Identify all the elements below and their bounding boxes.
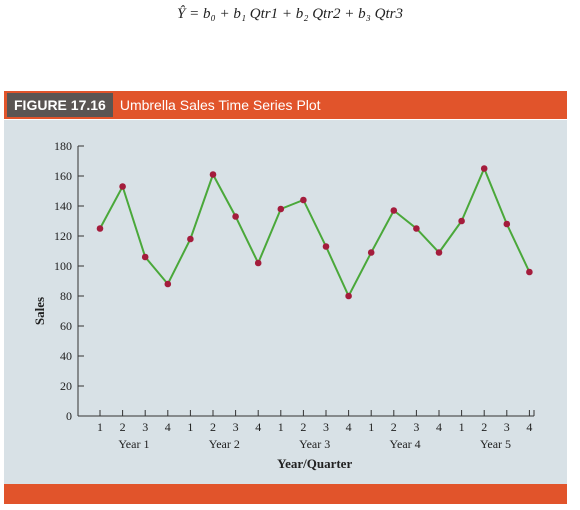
data-point — [300, 196, 307, 204]
x-tick-label: 3 — [323, 420, 329, 434]
x-tick-label: 1 — [459, 420, 465, 434]
y-tick-label: 140 — [54, 199, 72, 213]
year-label: Year 5 — [480, 437, 511, 451]
figure-title: Umbrella Sales Time Series Plot — [119, 97, 321, 113]
chart-axes — [77, 146, 534, 417]
x-tick-label: 1 — [368, 420, 374, 434]
x-axis-title: Year/Quarter — [277, 456, 352, 471]
x-tick-label: 3 — [233, 420, 239, 434]
series-line — [99, 165, 531, 299]
x-tick-label: 4 — [436, 420, 442, 434]
data-point — [435, 249, 443, 256]
y-tick-label: 100 — [54, 259, 72, 273]
x-tick-label: 1 — [278, 420, 284, 434]
data-point — [413, 225, 420, 232]
data-point — [526, 268, 533, 276]
year-label: Year 3 — [299, 437, 330, 451]
data-point — [345, 292, 352, 300]
data-point — [141, 253, 149, 261]
year-label: Year 4 — [390, 437, 421, 451]
chart-panel: 0 20 40 60 80 100 120 140 160 180 1 2 3 4 1 2 3 4 1 2 3 4 1 2 3… — [4, 120, 567, 484]
x-tick-label: 4 — [526, 420, 532, 434]
x-tick-label: 3 — [504, 420, 510, 434]
y-ticks: 0 20 40 60 80 100 120 140 160 180 — [54, 139, 84, 423]
x-tick-label: 3 — [142, 420, 148, 434]
figure-footer-bar — [4, 484, 567, 504]
data-point — [209, 171, 217, 178]
x-tick-label: 4 — [165, 420, 171, 434]
x-tick-label: 1 — [187, 420, 193, 434]
y-tick-label: 0 — [66, 409, 72, 423]
y-tick-label: 60 — [60, 319, 72, 333]
y-tick-label: 180 — [54, 139, 72, 153]
year-label: Year 1 — [118, 437, 149, 451]
data-point — [119, 183, 126, 190]
figure-label: FIGURE 17.16 — [7, 93, 113, 117]
data-point — [480, 165, 488, 172]
data-point — [164, 280, 172, 288]
x-tick-label: 2 — [300, 420, 306, 434]
data-point — [277, 205, 285, 213]
y-tick-label: 20 — [60, 379, 72, 393]
time-series-chart: 0 20 40 60 80 100 120 140 160 180 1 2 3 4 1 2 3 4 1 2 3 4 1 2 3… — [32, 139, 535, 471]
series-markers — [96, 165, 533, 300]
x-tick-label: 2 — [481, 420, 487, 434]
data-point — [503, 220, 511, 228]
data-point — [458, 217, 465, 225]
figure-header: FIGURE 17.16 Umbrella Sales Time Series … — [4, 91, 567, 119]
data-point — [367, 249, 375, 256]
data-point — [187, 235, 194, 243]
data-point — [254, 259, 262, 267]
sales-line — [99, 165, 531, 299]
y-tick-label: 160 — [54, 169, 72, 183]
y-axis-title: Sales — [32, 297, 47, 325]
data-point — [232, 213, 239, 220]
data-point — [322, 243, 330, 250]
y-tick-label: 120 — [54, 229, 72, 243]
y-tick-label: 40 — [60, 349, 72, 363]
x-ticks: 1 2 3 4 1 2 3 4 1 2 3 4 1 2 3 4 1 2 3 4 Year 1 Year 2 Year 3 Ye… — [97, 410, 535, 451]
x-tick-label: 2 — [391, 420, 397, 434]
x-tick-label: 4 — [255, 420, 261, 434]
year-label: Year 2 — [209, 437, 240, 451]
y-tick-label: 80 — [60, 289, 72, 303]
data-point — [390, 207, 398, 214]
data-point — [96, 225, 104, 232]
x-tick-label: 4 — [346, 420, 352, 434]
x-tick-label: 2 — [210, 420, 216, 434]
x-tick-label: 2 — [120, 420, 126, 434]
regression-equation: Ŷ = b₀ + b₁ Qtr1 + b₂ Qtr2 + b₃ Qtr3 — [177, 6, 403, 22]
x-tick-label: 3 — [413, 420, 419, 434]
x-tick-label: 1 — [97, 420, 103, 434]
